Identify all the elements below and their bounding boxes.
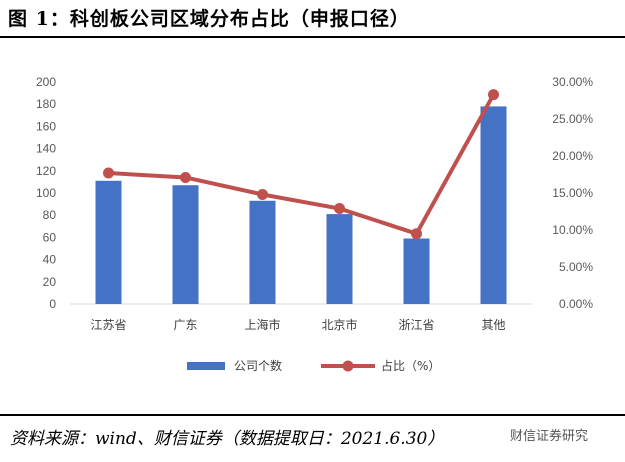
left-tick-label: 40 [43,253,57,267]
left-tick-label: 80 [43,208,57,222]
series-line [106,92,496,236]
legend-label-line: 占比（%） [381,358,440,373]
category-label: 江苏省 [90,318,126,332]
right-tick-label: 15.00% [552,186,593,200]
line-point [411,228,422,240]
line-point [334,203,345,215]
bar [326,214,353,304]
left-tick-label: 160 [36,119,56,133]
chart-legend: 公司个数 占比（%） [187,358,440,373]
line-point [257,188,268,200]
category-labels: 江苏省 广东 上海市 北京市 浙江省 其他 [90,317,505,332]
right-tick-label: 0.00% [559,297,593,311]
title-divider [0,36,625,38]
bar [95,180,122,304]
right-tick-label: 25.00% [552,112,593,126]
category-label: 其他 [481,318,505,332]
right-tick-label: 10.00% [552,223,593,237]
left-tick-label: 200 [36,75,56,89]
footer-divider [0,414,625,416]
right-axis-ticks: 0.00% 5.00% 10.00% 15.00% 20.00% 25.00% 30.00% [552,75,593,311]
watermark-text: 财信证券研究 [508,425,591,444]
bar [249,200,276,304]
left-tick-label: 100 [36,186,56,200]
left-tick-label: 20 [43,275,57,289]
bar-series [95,106,507,304]
line-point [488,89,499,101]
line-point [103,167,114,179]
line-point [180,171,191,183]
right-tick-label: 5.00% [559,260,593,274]
left-tick-label: 120 [36,164,56,178]
legend-swatch-bar [187,362,225,370]
left-axis-ticks: 0 20 40 60 80 100 120 140 160 180 200 [36,75,56,311]
category-label: 上海市 [244,317,280,332]
source-note: 资料来源：wind、财信证券（数据提取日：2021.6.30） [10,429,445,449]
bar [172,185,199,304]
category-label: 浙江省 [398,318,434,332]
category-label: 北京市 [321,317,357,332]
figure-title: 图 1：科创板公司区域分布占比（申报口径） [8,8,410,30]
legend-marker [342,360,354,372]
category-label: 广东 [173,318,197,332]
left-tick-label: 60 [43,230,57,244]
bar [480,106,507,304]
left-tick-label: 140 [36,142,56,156]
line-series [103,89,499,240]
left-tick-label: 0 [49,297,56,311]
right-tick-label: 30.00% [552,75,593,89]
legend-label-bar: 公司个数 [234,358,282,373]
left-tick-label: 180 [36,97,56,111]
bar [403,238,430,304]
right-tick-label: 20.00% [552,149,593,163]
